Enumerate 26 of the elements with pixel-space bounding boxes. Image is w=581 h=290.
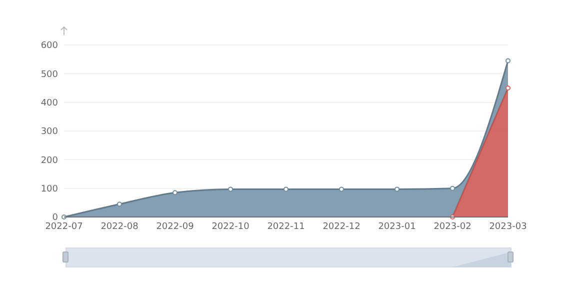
y-tick-label: 600 — [40, 41, 58, 52]
y-tick-label: 500 — [40, 70, 58, 80]
y-tick-label: 400 — [40, 98, 58, 108]
y-tick-label: 300 — [40, 127, 58, 138]
point — [284, 186, 288, 192]
y-tick-label: 100 — [40, 184, 58, 194]
point — [450, 186, 455, 191]
y-tick-label: 200 — [40, 156, 58, 166]
x-tick-label: 2023-02 — [434, 222, 472, 232]
x-tick-label: 2023-03 — [489, 222, 527, 232]
x-tick-label: 2023-01 — [378, 222, 416, 232]
point — [506, 86, 510, 90]
x-tick-label: 2022-11 — [267, 222, 305, 232]
x-tick-label: 2022-10 — [212, 222, 250, 232]
x-tick-label: 2022-08 — [100, 222, 139, 232]
point — [339, 186, 344, 192]
point — [228, 186, 233, 192]
point — [62, 214, 66, 220]
point — [394, 186, 400, 192]
point — [117, 202, 122, 207]
x-tick-label: 2022-09 — [156, 222, 194, 232]
x-tick-label: 2022-12 — [322, 222, 360, 232]
point — [506, 58, 510, 64]
x-tick-label: 2022-07 — [45, 222, 83, 232]
point — [172, 190, 178, 196]
y-tick-label: 0 — [52, 213, 58, 224]
